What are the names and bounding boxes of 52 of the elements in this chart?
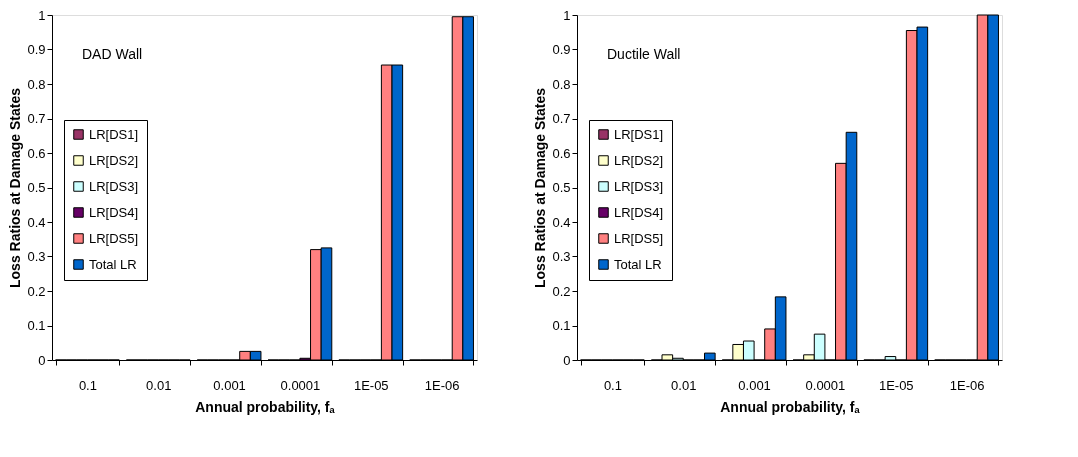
x-tick-label: 0.0001: [280, 377, 321, 393]
x-tick-label: 0.01: [146, 377, 172, 393]
x-tick-label: 1E-06: [424, 377, 460, 393]
x-tick-label: 0.1: [78, 377, 97, 393]
x-tick-label: 0.0001: [805, 377, 846, 393]
y-tick-label: 0: [563, 352, 571, 368]
legend-label: Total LR: [89, 256, 137, 272]
x-tick-label: 0.001: [738, 377, 771, 393]
legend-label: LR[DS5]: [89, 230, 139, 246]
y-tick-label: 0.8: [552, 76, 571, 92]
y-tick-label: 0.7: [552, 111, 571, 126]
x-axis-title: Annual probability, fₐ: [195, 398, 336, 415]
y-tick-label: 0.5: [27, 180, 46, 195]
legend-label: LR[DS2]: [89, 152, 139, 168]
legend-label: Total LR: [614, 256, 662, 272]
y-tick-label: 1: [38, 7, 46, 23]
y-tick-label: 0.5: [552, 180, 571, 195]
x-tick-label: 0.1: [603, 377, 622, 393]
y-tick-label: 0.1: [552, 318, 571, 333]
y-tick-label: 0.2: [27, 283, 46, 299]
y-tick-label: 0.3: [552, 249, 571, 264]
y-tick-label: 0.1: [27, 318, 46, 333]
y-tick-label: 0.4: [27, 214, 46, 230]
y-axis-title: Loss Ratios at Damage States: [532, 87, 549, 288]
x-tick-label: 1E-05: [353, 377, 389, 393]
legend-label: LR[DS4]: [89, 204, 139, 220]
x-tick-label: 0.001: [213, 377, 246, 393]
legend-label: LR[DS1]: [614, 126, 664, 142]
y-tick-label: 0.2: [552, 283, 571, 299]
x-tick-label: 0.01: [671, 377, 697, 393]
y-axis-title: Loss Ratios at Damage States: [7, 87, 24, 288]
legend-label: LR[DS1]: [89, 126, 139, 142]
x-tick-label: 1E-05: [878, 377, 914, 393]
legend-label: LR[DS3]: [614, 178, 664, 194]
y-tick-label: 0.9: [552, 42, 571, 57]
legend-label: LR[DS4]: [614, 204, 664, 220]
y-tick-label: 0.6: [552, 145, 571, 161]
y-tick-label: 0.7: [27, 111, 46, 126]
y-tick-label: 0.6: [27, 145, 46, 161]
y-tick-label: 1: [563, 7, 571, 23]
y-tick-label: 0.8: [27, 76, 46, 92]
text: Ductile Wall: [607, 46, 681, 62]
y-tick-label: 0.3: [27, 249, 46, 264]
x-tick-label: 1E-06: [949, 377, 985, 393]
legend-label: LR[DS2]: [614, 152, 664, 168]
y-tick-label: 0.4: [552, 214, 571, 230]
text: DAD Wall: [82, 46, 143, 62]
legend-label: LR[DS3]: [89, 178, 139, 194]
legend-label: LR[DS5]: [614, 230, 664, 246]
y-tick-label: 0.9: [27, 42, 46, 57]
x-axis-title: Annual probability, fₐ: [720, 398, 861, 415]
y-tick-label: 0: [38, 352, 46, 368]
